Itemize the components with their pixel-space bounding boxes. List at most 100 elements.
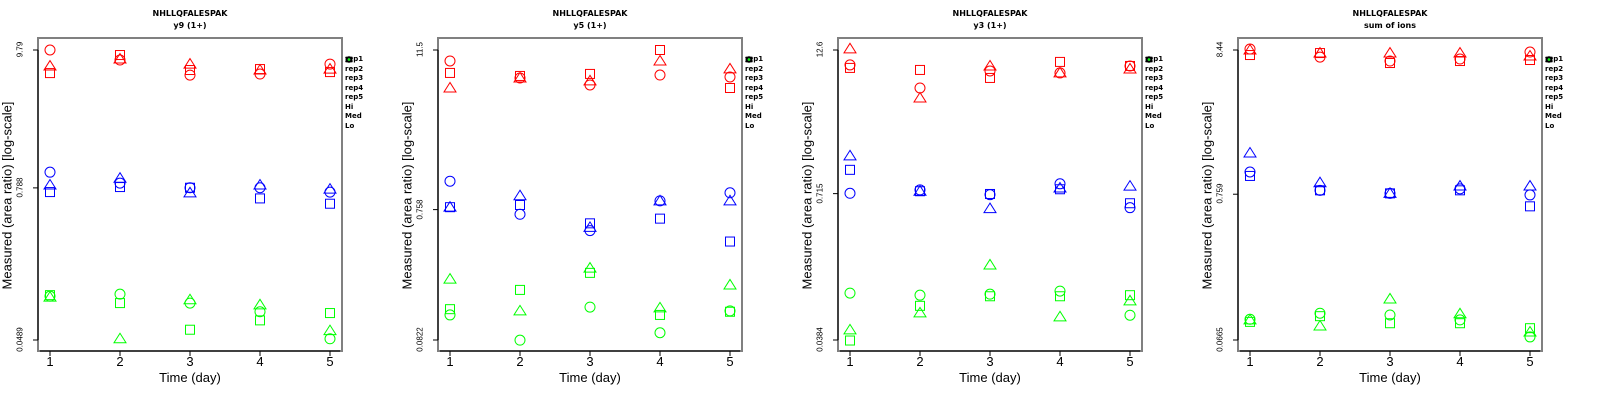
legend-triangle-down-icon [745,56,754,64]
data-point-hi-rep3 [513,71,527,83]
data-point-hi-rep3 [583,74,597,86]
data-point-lo-rep2 [915,300,925,311]
data-point-med-rep3 [1523,179,1537,191]
legend-item: rep2 [1145,56,1163,75]
data-point-hi-rep1 [654,69,666,81]
data-point-med-rep3 [253,178,267,190]
legend-item: Hi [345,58,363,113]
x-tick-label: 1 [846,354,854,369]
data-point-hi-rep1 [184,69,196,81]
data-point-lo-rep2 [515,284,525,295]
data-point-hi-rep3 [253,63,267,75]
y-tick-label: 0.0489 [15,327,25,352]
plot-svg [1233,37,1543,356]
data-point-med-rep3 [843,149,857,161]
chart-panel-2: 1 2 3 4 5 0.0822 0.758 11.5 NHLLQFALESPAK y5 (1+)… [400,0,800,400]
legend-item: rep2 [745,56,763,75]
data-point-med-rep3 [1053,181,1067,193]
plot-svg [33,37,343,356]
data-point-lo-rep1 [444,309,456,321]
data-point-hi-rep3 [983,59,997,71]
data-point-lo-rep1 [514,334,526,346]
data-point-hi-rep3 [1453,46,1467,58]
x-tick-label: 1 [446,354,454,369]
data-point-lo-rep1 [984,288,996,300]
data-point-med-rep1 [724,187,736,199]
legend-item: rep4 [1545,56,1563,94]
data-point-hi-rep2 [45,68,55,79]
data-point-hi-rep3 [443,81,457,93]
x-axis-label: Time (day) [159,370,221,385]
data-point-lo-rep2 [115,298,125,309]
data-point-med-rep3 [583,220,597,232]
data-point-lo-rep1 [1384,309,1396,321]
legend-triangle-down-icon [745,56,754,64]
y-tick-label: 12.6 [815,41,825,58]
data-point-hi-rep2 [1055,56,1065,67]
data-point-lo-rep3 [983,258,997,270]
legend-label: Hi [1545,102,1554,111]
x-tick-label: 5 [1526,354,1534,369]
data-point-lo-rep1 [1314,307,1326,319]
data-point-lo-rep1 [844,287,856,299]
chart-title: NHLLQFALESPAK [1352,9,1428,18]
chart-panel-3: 1 2 3 4 5 0.0384 0.715 12.6 NHLLQFALESPAK y3 (1+)… [800,0,1200,400]
data-point-hi-rep3 [1523,49,1537,61]
data-point-hi-rep3 [183,57,197,69]
legend-label: rep5 [345,93,364,101]
data-point-med-rep2 [325,198,335,209]
y-axis-label: Measured (area ratio) [log-scale] [399,101,415,290]
data-point-lo-rep3 [253,298,267,310]
x-tick-label: 4 [1456,354,1464,369]
y-tick-label: 11.5 [415,42,425,57]
legend-label: rep2 [1545,64,1564,73]
legend-dot-icon [1547,58,1551,61]
data-point-lo-rep2 [325,308,335,319]
data-point-hi-rep1 [984,65,996,77]
data-point-hi-rep1 [324,58,336,70]
legend-label: Med [745,112,762,120]
data-point-lo-rep1 [584,301,596,313]
x-tick-label: 5 [326,354,334,369]
x-tick-label: 2 [116,354,124,369]
data-point-lo-rep2 [1385,318,1395,329]
x-tick-label: 5 [726,354,734,369]
data-point-lo-rep3 [583,261,597,273]
data-point-med-rep1 [514,208,526,220]
data-point-hi-rep2 [585,68,595,79]
legend-item: rep4 [1145,56,1163,94]
legend-triangle-down-icon [1145,56,1154,64]
legend-triangle-down-icon [1545,56,1554,64]
data-point-lo-rep3 [723,278,737,290]
data-point-lo-rep2 [655,309,665,320]
data-point-med-rep2 [1315,185,1325,196]
data-point-med-rep3 [113,171,127,183]
data-point-hi-rep1 [914,82,926,94]
legend-dot-icon [1147,58,1151,61]
data-point-med-rep2 [725,236,735,247]
data-point-hi-rep2 [845,62,855,73]
legend-label: rep3 [745,74,764,82]
chart-panel-1: 1 2 3 4 5 0.0489 0.788 9.79 NHLLQFALESPAK y9 (1+)… [0,0,400,400]
data-point-med-rep2 [185,182,195,193]
data-point-hi-rep1 [114,54,126,66]
data-point-hi-rep2 [115,50,125,61]
data-point-lo-rep1 [1454,314,1466,326]
data-point-hi-rep2 [325,67,335,78]
legend-item: rep5 [745,56,763,103]
data-point-med-rep3 [43,178,57,190]
data-point-med-rep3 [1383,186,1397,198]
legend-item: rep4 [345,56,363,94]
legend: rep1 rep2 rep3 rep4 rep5 Hi Med Lo [1545,55,1563,131]
data-point-lo-rep1 [1524,331,1536,343]
legend-label: Med [1145,112,1162,120]
x-tick-label: 1 [46,354,54,369]
data-point-hi-rep1 [1454,53,1466,65]
data-point-lo-rep2 [255,315,265,326]
data-point-lo-rep2 [845,335,855,346]
data-point-med-rep2 [655,213,665,224]
data-point-lo-rep2 [185,324,195,335]
data-point-med-rep3 [1453,179,1467,191]
data-point-lo-rep3 [913,306,927,318]
data-point-med-rep3 [1313,176,1327,188]
